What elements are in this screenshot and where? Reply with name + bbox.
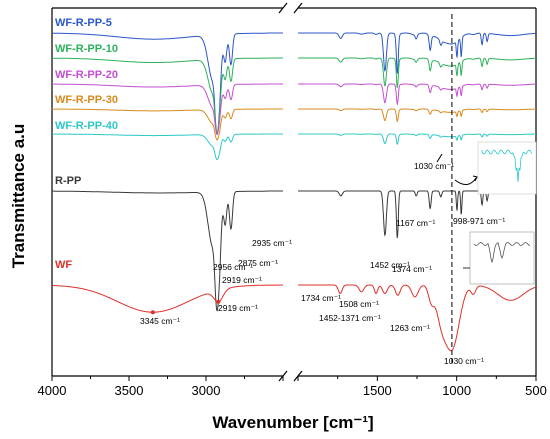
peak-annotation: 1452-1371 cm⁻¹ (319, 313, 381, 323)
x-tick-label: 1000 (442, 383, 471, 398)
peak-annotation: 1030 cm⁻¹ (444, 356, 484, 366)
peak-annotation: 998-971 cm⁻¹ (453, 216, 505, 226)
peak-annotation: 1452 cm⁻¹ (370, 260, 410, 270)
series-line-wf-r-pp-10 (52, 57, 536, 134)
inset-arrow-head (472, 175, 478, 182)
peak-annotation: 1508 cm⁻¹ (339, 299, 379, 309)
series-layer (52, 14, 537, 364)
peak-annotation: 1167 cm⁻¹ (396, 218, 435, 228)
peak-marker-2919 (216, 299, 221, 304)
series-line-wf (52, 284, 537, 352)
peak-annotation: 1734 cm⁻¹ (301, 293, 341, 303)
series-line-r-pp (52, 190, 536, 312)
peak-annotation: 2919 cm⁻¹ (218, 303, 258, 313)
legend-label: WF (55, 259, 72, 271)
x-axis-label: Wavenumber [cm⁻¹] (212, 413, 373, 432)
legend-label: R-PP (55, 175, 81, 187)
legend-label: WF-R-PP-40 (55, 120, 118, 132)
series-line-wf-r-pp-30 (52, 108, 536, 141)
peak-marker-3345 (150, 310, 155, 315)
x-tick-label: 4000 (38, 383, 67, 398)
legend-layer: WF-R-PP-5 WF-R-PP-10 WF-R-PP-20 WF-R-PP-30 W… (55, 17, 118, 271)
peak-annotation: 2919 cm⁻¹ (222, 275, 262, 285)
inset-line-grey (473, 242, 531, 264)
legend-label: WF-R-PP-20 (55, 69, 118, 81)
x-tick-label: 3500 (115, 383, 144, 398)
x-tick-label: 500 (525, 383, 547, 398)
series-line-wf-r-pp-40 (52, 133, 536, 161)
series-line-wf-r-pp-5 (52, 32, 537, 136)
peak-annotation: 2956 cm⁻¹ (213, 262, 253, 272)
peak-annotation: 1263 cm⁻¹ (390, 323, 430, 333)
peak-annotation: 1030 cm⁻¹ (414, 161, 454, 171)
x-tick-label: 1500 (363, 383, 392, 398)
legend-label: WF-R-PP-30 (55, 94, 118, 106)
legend-label: WF-R-PP-10 (55, 43, 118, 55)
peak-annotation: 2935 cm⁻¹ (252, 238, 292, 248)
annotation-arrow (436, 153, 443, 163)
x-tick-layer: 4000 3500 3000 1500 1000 500 (38, 376, 547, 398)
peak-annotation: 3345 cm⁻¹ (140, 316, 180, 326)
inset-layer (454, 141, 537, 285)
inset-line-cyan (481, 149, 533, 183)
y-axis-label: Transmittance a.u (9, 124, 28, 269)
legend-label: WF-R-PP-5 (55, 17, 112, 29)
axis-break-mark (293, 2, 303, 14)
axis-break-mark (278, 2, 288, 14)
x-tick-label: 3000 (192, 383, 221, 398)
series-line-wf-r-pp-20 (52, 83, 536, 135)
inset-arrow (454, 177, 477, 185)
peak-annotation: 2875 cm⁻¹ (238, 258, 278, 268)
peak-annotation: 1374 cm⁻¹ (392, 264, 432, 274)
